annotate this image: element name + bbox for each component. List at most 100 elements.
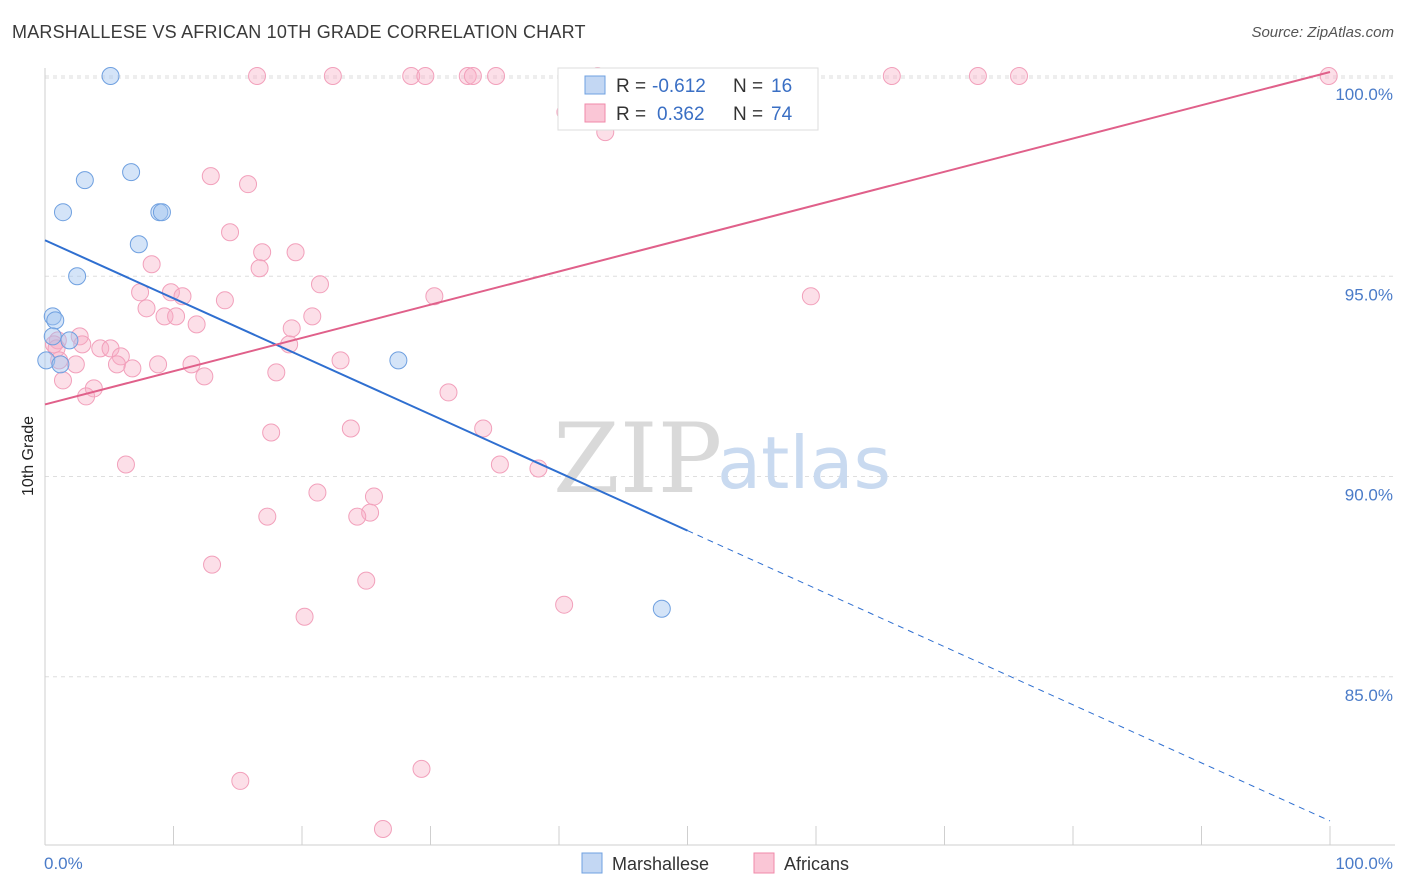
marshallese-point: [101, 67, 120, 86]
africans-point: [116, 455, 135, 474]
marshallese-point: [68, 267, 87, 286]
africans-point: [968, 67, 987, 86]
y-tick-label: 100.0%: [1335, 85, 1393, 104]
gridlines: [45, 75, 1395, 678]
africans-point: [487, 67, 506, 86]
watermark-atlas: atlas: [717, 421, 891, 505]
africans-point: [1010, 67, 1029, 86]
africans-point: [267, 363, 286, 382]
africans-point: [149, 355, 168, 374]
africans-point: [801, 287, 820, 306]
africans-point: [66, 355, 85, 374]
africans-point: [331, 351, 350, 370]
y-tick-label: 95.0%: [1345, 285, 1393, 304]
marshallese-trend-line: [44, 239, 688, 532]
bottom-legend-label-africans: Africans: [784, 854, 849, 874]
bottom-legend-label-marshallese: Marshallese: [612, 854, 709, 874]
x-ticks: [44, 826, 1331, 845]
africans-point: [310, 275, 329, 294]
legend-swatch-africans: [584, 103, 606, 123]
legend-r-label-marshallese: R =: [616, 76, 646, 97]
africans-point: [239, 175, 258, 194]
y-tick-labels: 85.0% 90.0% 95.0% 100.0%: [1335, 85, 1393, 705]
axes: [44, 68, 1395, 846]
africans-point: [402, 67, 421, 86]
africans-point: [303, 307, 322, 326]
legend-r-value-africans: 0.362: [657, 104, 705, 125]
marshallese-point: [75, 171, 94, 190]
africans-point: [425, 287, 444, 306]
africans-point: [474, 419, 493, 438]
stats-legend: R = -0.612 N = 16 R = 0.362 N = 74: [557, 67, 819, 131]
africans-point: [91, 339, 110, 358]
africans-point: [53, 371, 72, 390]
africans-point: [195, 367, 214, 386]
legend-n-label-africans: N =: [733, 104, 763, 125]
africans-point: [412, 759, 431, 778]
y-tick-label: 85.0%: [1345, 686, 1393, 705]
africans-point: [295, 607, 314, 626]
africans-point: [203, 555, 222, 574]
legend-r-label-africans: R =: [616, 104, 646, 125]
africans-point: [308, 483, 327, 502]
africans-point: [142, 255, 161, 274]
marshallese-point: [37, 351, 56, 370]
africans-point: [231, 771, 250, 790]
africans-point: [439, 383, 458, 402]
africans-point: [364, 487, 383, 506]
marshallese-point: [652, 599, 671, 618]
marshallese-point: [60, 331, 79, 350]
source-credit: Source: ZipAtlas.com: [1251, 24, 1394, 41]
africans-point: [187, 315, 206, 334]
africans-point: [1319, 67, 1338, 86]
y-tick-label: 90.0%: [1345, 486, 1393, 505]
africans-point: [221, 223, 240, 242]
africans-point: [107, 355, 126, 374]
africans-point: [248, 67, 267, 86]
africans-point: [357, 571, 376, 590]
africans-point: [123, 359, 142, 378]
africans-point: [215, 291, 234, 310]
trend-lines: [44, 71, 1331, 822]
africans-point: [348, 507, 367, 526]
chart-title: MARSHALLESE VS AFRICAN 10TH GRADE CORREL…: [12, 22, 586, 42]
marshallese-point: [46, 311, 65, 330]
x-tick-label-min: 0.0%: [44, 854, 83, 873]
africans-points: [44, 67, 1338, 838]
africans-point: [253, 243, 272, 262]
marshallese-point: [51, 355, 70, 374]
africans-point: [258, 507, 277, 526]
africans-point: [250, 259, 269, 278]
watermark-zip: ZIP: [553, 403, 722, 515]
series-legend: Marshallese Africans: [581, 852, 849, 874]
africans-point: [463, 67, 482, 86]
bottom-legend-swatch-marshallese: [581, 852, 603, 874]
africans-point: [458, 67, 477, 86]
legend-n-value-marshallese: 16: [771, 76, 792, 97]
marshallese-point: [129, 235, 148, 254]
marshallese-point: [122, 163, 141, 182]
marshallese-trend-extension: [687, 530, 1331, 822]
africans-point: [137, 299, 156, 318]
africans-trend-line: [44, 71, 1331, 406]
legend-swatch-marshallese: [584, 75, 606, 95]
marshallese-points: [37, 67, 671, 618]
africans-point: [77, 387, 96, 406]
africans-point: [882, 67, 901, 86]
africans-point: [416, 67, 435, 86]
africans-point: [286, 243, 305, 262]
africans-point: [373, 819, 392, 838]
africans-point: [490, 455, 509, 474]
bottom-legend-swatch-africans: [753, 852, 775, 874]
africans-point: [167, 307, 186, 326]
africans-point: [341, 419, 360, 438]
africans-point: [201, 167, 220, 186]
marshallese-point: [152, 203, 171, 222]
y-axis-label: 10th Grade: [20, 416, 37, 496]
x-tick-label-max: 100.0%: [1335, 854, 1393, 873]
legend-n-value-africans: 74: [771, 104, 793, 125]
africans-point: [323, 67, 342, 86]
legend-r-value-marshallese: -0.612: [652, 76, 706, 97]
africans-point: [282, 319, 301, 338]
